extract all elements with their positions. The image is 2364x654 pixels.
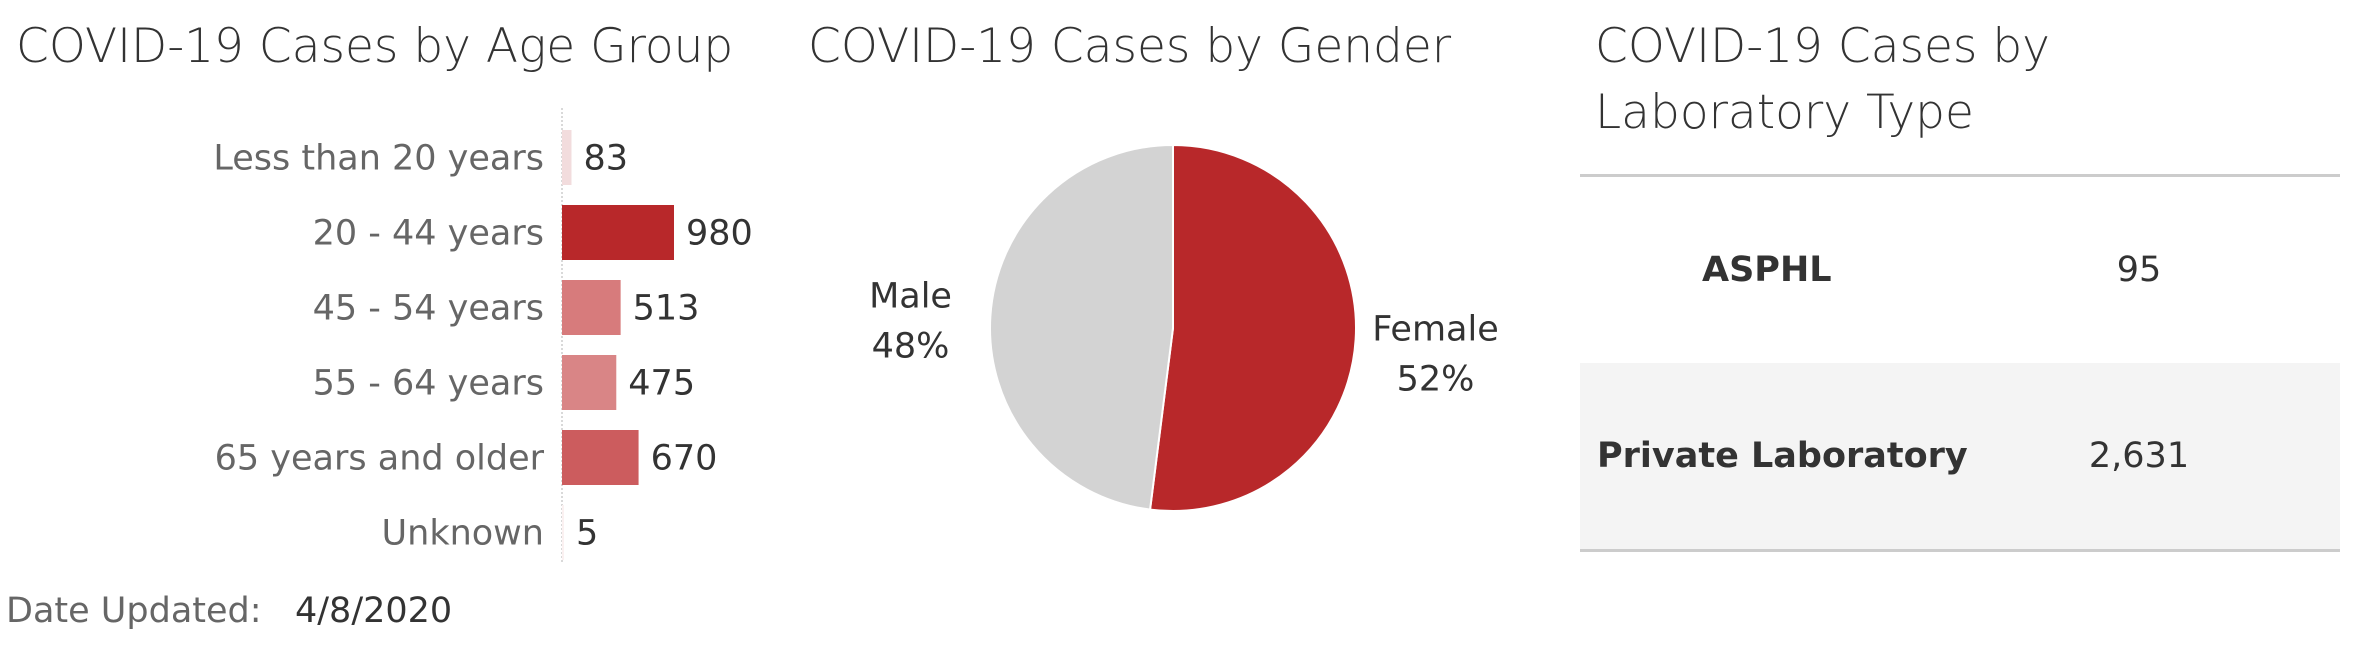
age-chart-title: COVID-19 Cases by Age Group [16,14,733,80]
lab-name-asphl: ASPHL [1702,250,1832,290]
gender-pie-chart: Female 52% Male 48% [860,120,1500,540]
tick-label: 45 - 54 years [313,289,544,329]
tick-label: Less than 20 years [213,139,544,179]
date-updated: Date Updated: 4/8/2020 [6,586,262,636]
tick-label: Unknown [382,514,544,554]
table-row: Private Laboratory 2,631 [1580,363,2340,549]
slice-label: Female [1372,310,1499,350]
bar-20-44-years [562,205,674,260]
data-label: 83 [583,139,628,179]
date-updated-value: 4/8/2020 [295,586,452,636]
table-separator [1580,549,2340,552]
bar-55-64-years [562,355,616,410]
tick-label: 20 - 44 years [313,214,544,254]
bar-65-years-and-older [562,430,639,485]
lab-type-table: ASPHL 95 Private Laboratory 2,631 [1580,174,2340,552]
tick-label: 65 years and older [215,439,545,479]
data-label: 980 [686,214,753,254]
data-label: 475 [628,364,695,404]
slice-label: Male [869,276,952,316]
gender-chart-title: COVID-19 Cases by Gender [808,14,1451,80]
lab-name-private-laboratory: Private Laboratory [1597,436,1968,476]
lab-value-asphl: 95 [2117,250,2162,290]
bar-less-than-20-years [562,130,571,185]
slice-percent-label: 48% [872,326,950,366]
bar-unknown [562,505,564,560]
date-updated-label: Date Updated: [6,591,262,631]
age-bar-chart: Less than 20 years 83 20 - 44 years 980 45 -… [0,100,780,560]
tick-label: 55 - 64 years [313,364,544,404]
table-row: ASPHL 95 [1580,177,2340,363]
slice-male [990,145,1173,510]
slice-female [1150,145,1356,511]
lab-table-title: COVID-19 Cases by Laboratory Type [1595,14,2315,146]
data-label: 670 [651,439,718,479]
lab-value-private-laboratory: 2,631 [2089,436,2189,476]
slice-percent-label: 52% [1397,360,1475,400]
bar-45-54-years [562,280,621,335]
data-label: 513 [633,289,700,329]
data-label: 5 [576,514,598,554]
